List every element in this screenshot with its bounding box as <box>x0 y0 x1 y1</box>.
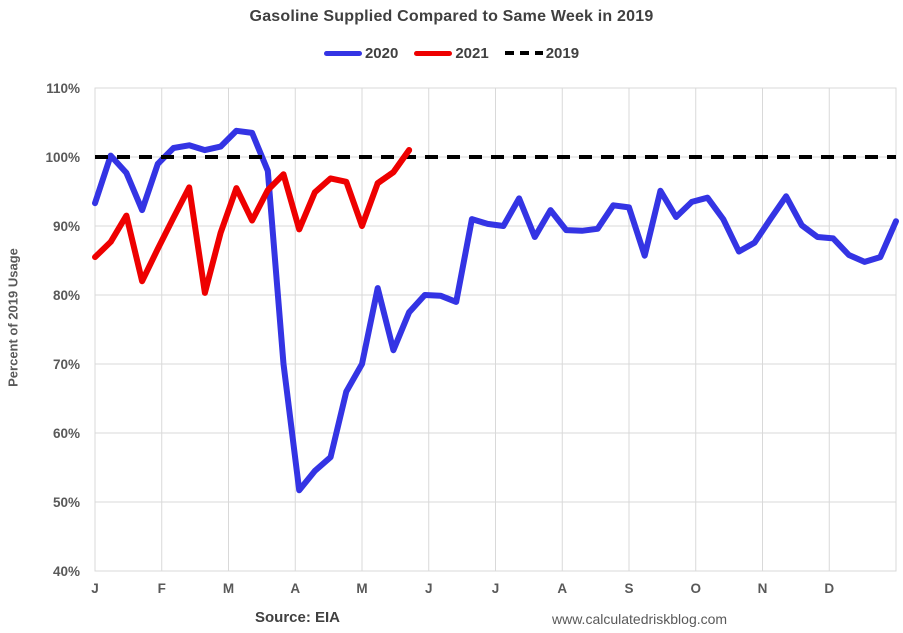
y-tick-label: 50% <box>53 495 80 510</box>
x-tick-label: A <box>290 581 300 596</box>
x-tick-label: A <box>557 581 567 596</box>
chart-legend: 2020 2021 2019 <box>0 42 903 64</box>
x-tick-label: J <box>492 581 500 596</box>
legend-swatch-2019 <box>504 51 543 55</box>
x-tick-label: O <box>690 581 701 596</box>
x-tick-label: S <box>624 581 633 596</box>
x-tick-label: J <box>425 581 433 596</box>
y-axis-title: Percent of 2019 Usage <box>5 248 21 387</box>
y-tick-label: 40% <box>53 564 80 579</box>
x-tick-label: J <box>91 581 99 596</box>
legend-swatch-2020 <box>323 50 362 56</box>
series-line-2021-tip <box>374 147 413 187</box>
y-tick-label: 100% <box>45 150 80 165</box>
legend-item-2021: 2021 <box>414 44 489 62</box>
y-tick-label: 110% <box>46 81 80 96</box>
y-tick-label: 80% <box>53 288 80 303</box>
x-tick-label: D <box>824 581 834 596</box>
plot-border <box>94 87 897 572</box>
legend-swatch-2021 <box>414 50 453 56</box>
legend-label-2021: 2021 <box>455 44 489 62</box>
legend-item-2019: 2019 <box>504 44 580 62</box>
legend-item-2020: 2020 <box>323 44 399 62</box>
legend-label-2019: 2019 <box>545 44 580 62</box>
y-tick-label: 70% <box>53 357 80 372</box>
website-link[interactable]: www.calculatedriskblog.com <box>552 611 728 627</box>
x-tick-label: M <box>223 581 234 596</box>
y-tick-label: 90% <box>53 219 80 234</box>
series-line-2020 <box>92 127 899 494</box>
source-text: Source: EIA <box>255 609 341 626</box>
chart-title: Gasoline Supplied Compared to Same Week … <box>249 8 654 25</box>
y-tick-label: 60% <box>53 426 80 441</box>
legend-label-2020: 2020 <box>364 44 399 62</box>
series-line-2021 <box>92 147 413 296</box>
x-tick-label: F <box>158 581 166 596</box>
x-tick-label: M <box>356 581 367 596</box>
x-tick-label: N <box>758 581 768 596</box>
